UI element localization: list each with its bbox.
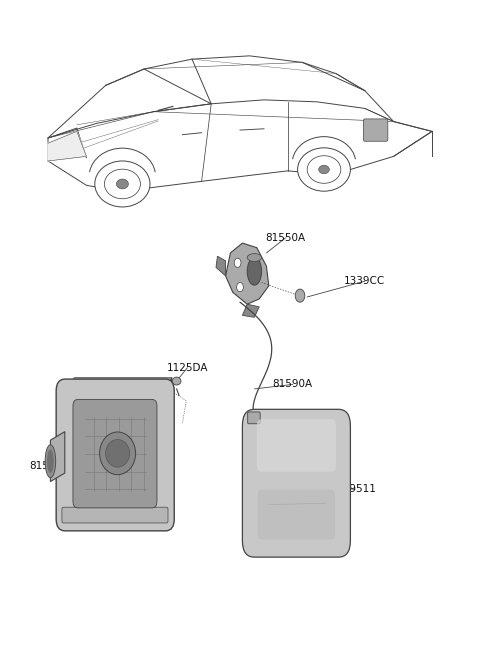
Ellipse shape	[307, 156, 341, 183]
Polygon shape	[65, 378, 172, 391]
Ellipse shape	[319, 166, 329, 174]
Ellipse shape	[247, 258, 262, 285]
Ellipse shape	[47, 449, 54, 473]
Text: 81541: 81541	[29, 461, 62, 472]
Ellipse shape	[45, 445, 56, 478]
Ellipse shape	[106, 440, 130, 467]
Text: 81550A: 81550A	[265, 233, 306, 243]
FancyBboxPatch shape	[56, 379, 174, 531]
Polygon shape	[166, 378, 172, 519]
Ellipse shape	[100, 432, 136, 474]
FancyBboxPatch shape	[258, 489, 335, 539]
Polygon shape	[50, 432, 65, 482]
Ellipse shape	[105, 170, 140, 199]
FancyBboxPatch shape	[62, 507, 168, 523]
Polygon shape	[242, 304, 259, 317]
Circle shape	[295, 289, 305, 302]
Circle shape	[237, 283, 243, 292]
FancyBboxPatch shape	[73, 399, 157, 508]
FancyBboxPatch shape	[363, 119, 388, 141]
Circle shape	[234, 258, 241, 267]
FancyBboxPatch shape	[248, 412, 260, 424]
Ellipse shape	[298, 148, 350, 191]
Text: 1339CC: 1339CC	[344, 276, 385, 286]
Text: H69511: H69511	[335, 484, 376, 495]
Ellipse shape	[247, 254, 262, 261]
Ellipse shape	[117, 179, 129, 189]
FancyBboxPatch shape	[257, 419, 336, 472]
Text: 1125DA: 1125DA	[167, 363, 208, 373]
Polygon shape	[216, 256, 226, 276]
Ellipse shape	[95, 161, 150, 207]
FancyBboxPatch shape	[242, 409, 350, 557]
Text: 81590A: 81590A	[273, 379, 313, 390]
Ellipse shape	[172, 377, 181, 385]
Polygon shape	[226, 243, 269, 304]
Polygon shape	[48, 131, 86, 161]
